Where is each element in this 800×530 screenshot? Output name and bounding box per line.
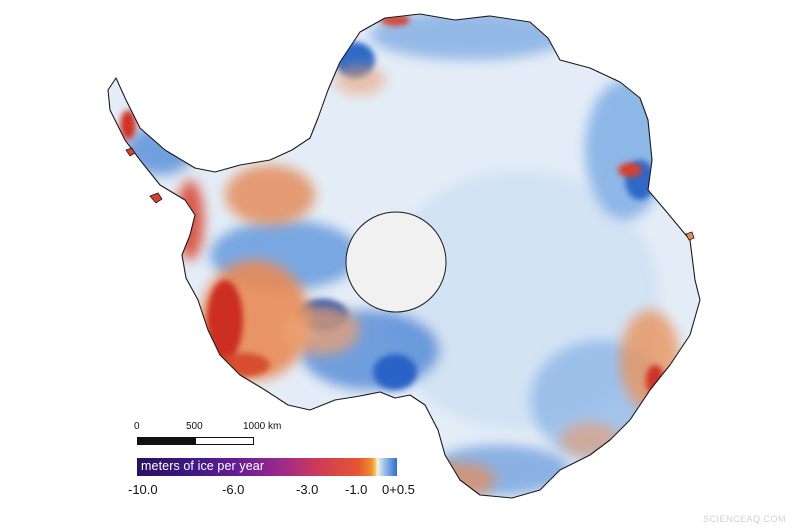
legend-tick: -6.0 <box>222 482 245 497</box>
pole-hole <box>345 211 447 313</box>
legend-title: meters of ice per year <box>141 459 265 473</box>
legend-tick: -10.0 <box>128 482 158 497</box>
ne-coast-red <box>618 163 642 177</box>
peninsula-loss-red <box>176 180 204 260</box>
east-coast-blue <box>585 80 665 220</box>
north-coast-blue <box>370 14 570 60</box>
legend-tick-positive: +0.5 <box>389 482 415 497</box>
scale-label-1000: 1000 km <box>243 421 282 432</box>
ross-loss-orange <box>280 305 360 355</box>
legend-tick-zero: 0 <box>382 482 390 497</box>
weddell-loss-orange <box>225 165 315 225</box>
watermark: SCIENCEAQ.COM <box>702 514 786 524</box>
southeast-loss-orange <box>560 422 620 458</box>
color-legend: meters of ice per year -10.0 -6.0 -3.0 -… <box>128 458 415 498</box>
scale-bar-white-segment <box>196 437 254 445</box>
legend-color-ramp <box>137 458 397 476</box>
deep-blue-core-2 <box>373 354 417 390</box>
island <box>125 147 136 157</box>
peninsula-tip-red <box>120 110 136 140</box>
coastal-loss-red <box>214 353 270 377</box>
legend-tick: -1.0 <box>345 482 368 497</box>
island <box>149 192 163 204</box>
totten-loss-red <box>646 365 664 395</box>
scale-bar-black-segment <box>137 437 196 445</box>
legend-tick: -3.0 <box>296 482 319 497</box>
thwaites-loss-red <box>207 280 243 360</box>
legend-tick: 0+0.5 <box>382 482 415 497</box>
south-coast-blue <box>430 445 570 495</box>
scale-label-0: 0 <box>134 421 140 432</box>
scale-label-500: 500 <box>186 421 203 432</box>
island <box>685 231 695 241</box>
northwest-loss <box>335 65 385 95</box>
peninsula-blue <box>125 125 195 175</box>
east-antarctica-loss-orange <box>620 310 680 410</box>
scale-bar: 0 500 1000 km <box>134 421 317 451</box>
